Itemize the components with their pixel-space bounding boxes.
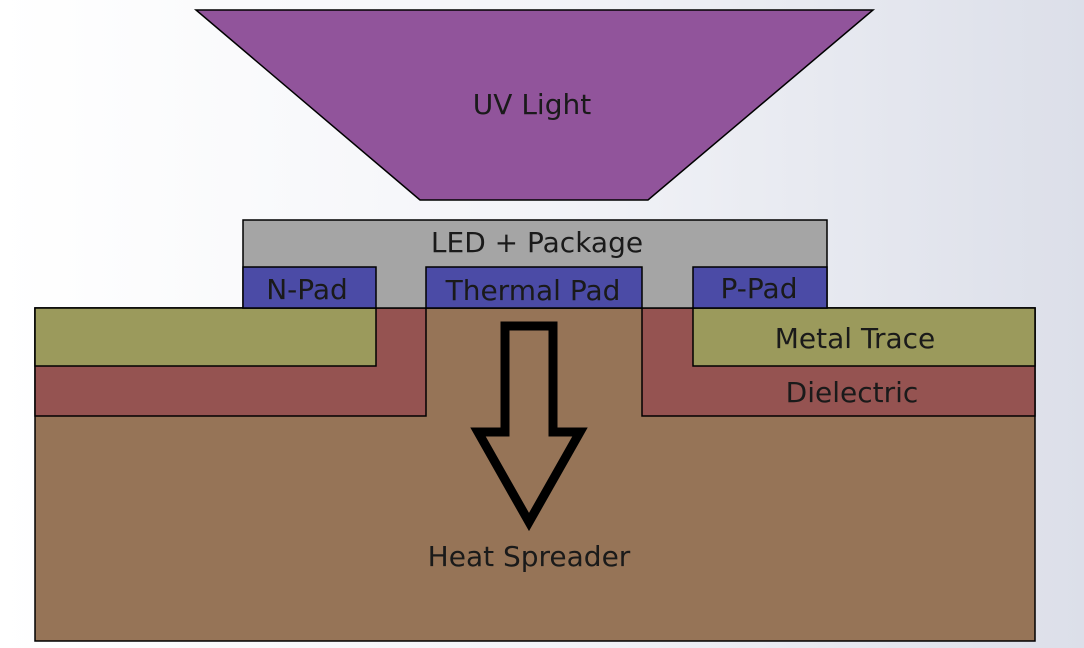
metal-trace-left	[34, 307, 377, 367]
metal-trace-right	[692, 307, 1036, 367]
down-arrow-outline-icon	[470, 321, 588, 532]
thermal-pad-label: Thermal Pad	[445, 274, 621, 307]
uv-light-label: UV Light	[473, 88, 591, 121]
thermal-pad	[425, 266, 643, 309]
p-pad	[692, 266, 828, 309]
p-pad-label: P-Pad	[721, 272, 798, 305]
heat-spreader-label: Heat Spreader	[428, 540, 631, 573]
metal-trace-label: Metal Trace	[775, 322, 935, 355]
n-pad	[242, 266, 377, 309]
led-package-label: LED + Package	[431, 226, 643, 259]
dielectric-label: Dielectric	[786, 376, 919, 409]
n-pad-label: N-Pad	[266, 273, 348, 306]
uv-light-beam	[193, 9, 876, 201]
